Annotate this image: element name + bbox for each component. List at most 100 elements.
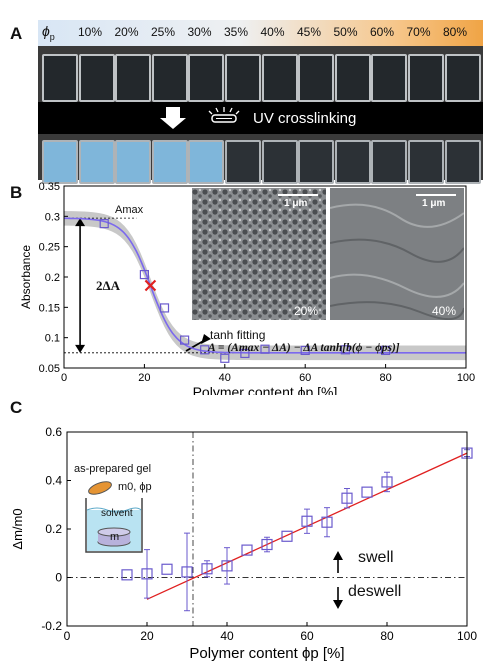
data-point: [220, 353, 230, 363]
data-point: [381, 345, 391, 356]
cuvette-before: [115, 54, 152, 102]
smooth-texture: [330, 188, 464, 320]
inset-mass-label: m0, ϕp: [118, 481, 152, 493]
cuvette-after: [298, 140, 335, 184]
cuvette-before: [444, 54, 481, 102]
y-tick-label: -0.2: [41, 619, 62, 633]
absorbance-chart: 0 20 40 60 80 100 0.05 0.1 0.15 0.2 0.25 0.3 0.35 Pol…: [19, 181, 475, 395]
y-tick-label: 0.2: [45, 522, 62, 536]
phi-gradient-bar: [38, 20, 483, 46]
y-tick-label: 0: [55, 571, 62, 585]
scale-bar: [278, 194, 318, 196]
data-point: [180, 335, 190, 345]
inset-solvent-label: solvent: [101, 508, 133, 519]
data-point: [161, 563, 173, 575]
cuvette-before: [78, 54, 115, 102]
uv-lamp-icon: [208, 107, 240, 123]
panel-b-letter: B: [10, 183, 23, 202]
panel-a-letter: A: [10, 24, 23, 43]
two-delta-a-label: 2ΔA: [96, 278, 121, 293]
y-tick-label: 0.6: [45, 425, 62, 439]
y-tick-label: 0.35: [39, 181, 60, 193]
cuvette-before: [298, 54, 335, 102]
phi-percent-label: 25%: [151, 25, 176, 39]
x-tick-label: 0: [61, 372, 67, 384]
panel-c-letter: C: [10, 398, 23, 417]
x-tick-label: 60: [300, 629, 314, 643]
uv-band: [38, 102, 483, 134]
beaker-icon: [85, 481, 143, 553]
cuvette-after: [408, 140, 444, 184]
x-axis-label: Polymer content ϕp [%]: [193, 384, 338, 395]
tanh-fitting-label: tanh fitting: [210, 328, 266, 342]
cuvette-after: [78, 140, 115, 184]
y-tick-label: 0.15: [39, 302, 60, 314]
phi-percent-label: 20%: [114, 25, 139, 39]
cuvette-after: [225, 140, 261, 184]
x-tick-label: 20: [140, 629, 154, 643]
scale-label: 1 μm: [422, 198, 446, 209]
swell-arrowhead: [333, 551, 343, 560]
x-tick-label: 60: [299, 372, 311, 384]
data-point: [221, 560, 233, 572]
data-point: [321, 516, 333, 528]
data-point: [200, 345, 210, 355]
amax-label: Amax: [115, 204, 144, 216]
arrowhead-up: [75, 218, 86, 227]
y-axis-label: Δm/m0: [10, 508, 25, 549]
y-tick-label: 0.4: [45, 474, 62, 488]
phi-percent-label: 30%: [187, 25, 212, 39]
data-point: [159, 303, 170, 313]
cuvette-before: [408, 54, 444, 102]
swell-label: swell: [358, 549, 394, 566]
y-tick-label: 0.3: [45, 211, 60, 223]
tanh-arrowhead: [201, 334, 211, 344]
cuvette-before: [334, 54, 371, 102]
x-tick-label: 40: [219, 372, 231, 384]
x-tick-label: 100: [457, 629, 477, 643]
y-axis-label: Absorbance: [19, 245, 33, 309]
scale-bar: [416, 194, 456, 196]
phi-symbol: ϕp: [42, 23, 55, 42]
data-point: [241, 544, 253, 556]
y-tick-label: 0.25: [39, 242, 60, 254]
x-tick-label: 80: [380, 629, 394, 643]
data-point: [261, 538, 273, 551]
inset-gel-label: as-prepared gel: [74, 463, 152, 475]
confidence-band: [64, 211, 466, 361]
cuvette-after: [115, 140, 152, 184]
cuvette-photo: ϕp 10% 20% 25% 30% 35% 40% 45% 50% 60% 70% 80% UV …: [38, 20, 483, 184]
data-point: [181, 566, 193, 578]
sem-image-40: 1 μm 40%: [330, 188, 464, 320]
phi-percent-label: 60%: [370, 25, 395, 39]
y-tick-label: 0.1: [45, 333, 60, 345]
phi-percent-label: 10%: [78, 25, 103, 39]
y-tick-label: 0.05: [39, 363, 60, 375]
fit-formula: A = (Amax − ΔA) − ΔA tanh[b(ϕ − ϕps)]: [208, 342, 400, 354]
cuvette-after: [334, 140, 371, 184]
deswell-label: deswell: [348, 583, 402, 600]
inflection-marker: [144, 279, 157, 292]
inset-m-label: m: [110, 531, 120, 543]
data-point: [240, 348, 250, 359]
cuvette-before: [225, 54, 261, 102]
cuvette-before: [371, 54, 408, 102]
data-point: [121, 569, 133, 581]
x-tick-label: 20: [138, 372, 150, 384]
data-point: [139, 269, 149, 280]
sem-tag: 40%: [432, 304, 457, 318]
data-point: [381, 476, 393, 488]
cuvette-after: [151, 140, 188, 184]
data-point: [260, 344, 270, 354]
x-tick-label: 100: [457, 372, 475, 384]
sem-image-20: 1 μm 20%: [192, 188, 326, 320]
cuvette-after: [42, 140, 78, 184]
y-tick-label: 0.2: [45, 272, 60, 284]
cuvette-after: [261, 140, 298, 184]
down-arrow-icon: [160, 118, 186, 129]
scale-label: 1 μm: [284, 198, 308, 209]
uv-label: UV crosslinking: [253, 110, 357, 127]
phi-percent-label: 40%: [260, 25, 285, 39]
cuvette-after: [371, 140, 408, 184]
